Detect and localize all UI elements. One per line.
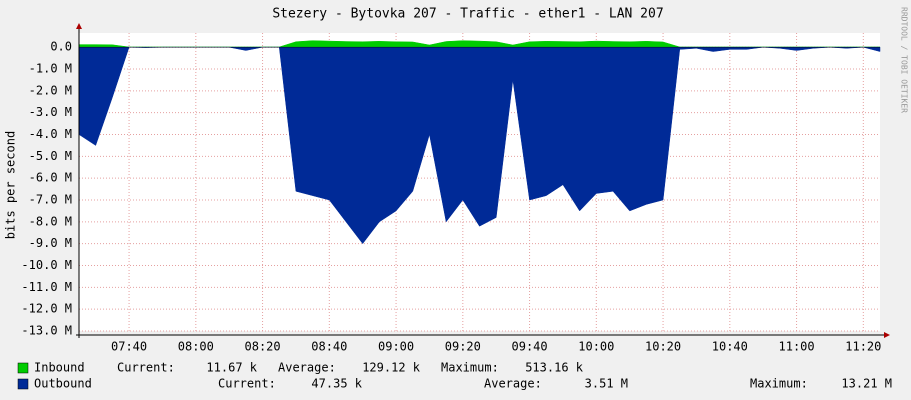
chart-title: Stezery - Bytovka 207 - Traffic - ether1… <box>272 7 663 22</box>
legend-swatch <box>17 378 29 390</box>
y-tick-label: -10.0 M <box>21 258 72 272</box>
legend-label: Inbound <box>34 361 85 375</box>
legend-swatch <box>17 362 29 374</box>
x-tick-label: 07:40 <box>111 340 147 354</box>
x-tick-label: 09:40 <box>512 340 548 354</box>
y-tick-label: -1.0 M <box>29 62 72 76</box>
x-tick-label: 08:00 <box>178 340 214 354</box>
y-tick-label: -8.0 M <box>29 214 72 228</box>
y-tick-label: -13.0 M <box>21 324 72 338</box>
legend-stat-name: Average: <box>484 377 542 391</box>
axes <box>76 23 890 338</box>
y-tick-label: -11.0 M <box>21 280 72 294</box>
legend-stat-name: Current: <box>117 361 175 375</box>
y-tick-label: -7.0 M <box>29 193 72 207</box>
x-tick-label: 11:00 <box>779 340 815 354</box>
y-tick-label: -2.0 M <box>29 83 72 97</box>
x-tick-label: 10:40 <box>712 340 748 354</box>
y-tick-label: -5.0 M <box>29 149 72 163</box>
y-tick-label: -9.0 M <box>29 236 72 250</box>
x-tick-label: 08:40 <box>311 340 347 354</box>
y-tick-label: -4.0 M <box>29 127 72 141</box>
x-tick-label: 10:00 <box>578 340 614 354</box>
legend-stat-name: Current: <box>218 377 276 391</box>
y-axis-label: bits per second <box>4 131 18 239</box>
watermark: RRDTOOL / TOBI OETIKER <box>900 7 909 113</box>
legend-stat-value: 3.51 M <box>585 377 628 391</box>
x-tick-label: 11:20 <box>845 340 881 354</box>
y-axis-arrow <box>76 23 82 29</box>
x-tick-label: 10:20 <box>645 340 681 354</box>
legend-stat-name: Maximum: <box>750 377 808 391</box>
areas <box>78 40 881 245</box>
x-tick-label: 09:00 <box>378 340 414 354</box>
legend-stat-value: 47.35 k <box>311 377 362 391</box>
legend-stat-name: Maximum: <box>441 361 499 375</box>
y-tick-label: -12.0 M <box>21 302 72 316</box>
x-axis-arrow <box>884 332 890 338</box>
legend-stat-value: 513.16 k <box>525 361 584 375</box>
y-tick-label: -3.0 M <box>29 105 72 119</box>
legend-stat-name: Average: <box>278 361 336 375</box>
y-tick-label: 0.0 <box>50 40 72 54</box>
legend-stat-value: 11.67 k <box>206 361 257 375</box>
x-tick-label: 08:20 <box>245 340 281 354</box>
legend-label: Outbound <box>34 377 92 391</box>
y-tick-label: -6.0 M <box>29 171 72 185</box>
legend-stat-value: 129.12 k <box>362 361 421 375</box>
legend: Inbound Current: 11.67 k Average: 129.12 k Ma… <box>17 361 892 391</box>
x-tick-label: 09:20 <box>445 340 481 354</box>
legend-stat-value: 13.21 M <box>841 377 892 391</box>
